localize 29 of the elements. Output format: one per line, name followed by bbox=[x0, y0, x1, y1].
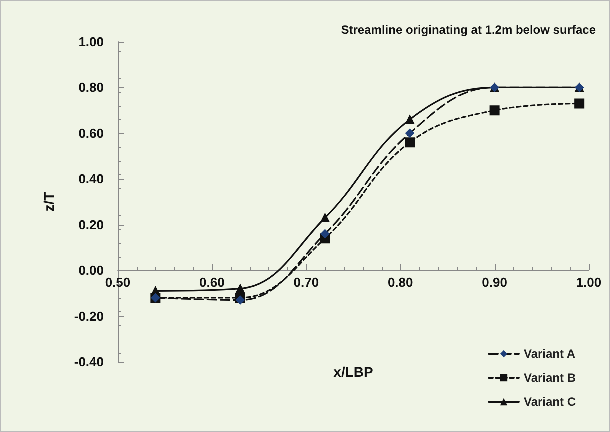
y-tick-label: 1.00 bbox=[78, 34, 104, 50]
x-axis-title: x/LBP bbox=[334, 364, 374, 380]
x-tick-label: 0.80 bbox=[388, 275, 414, 290]
y-tick-label: 0.60 bbox=[78, 126, 104, 141]
legend-label: Variant C bbox=[524, 395, 576, 409]
chart-title: Streamline originating at 1.2m below surface bbox=[341, 23, 596, 37]
x-tick-label: 0.50 bbox=[105, 275, 131, 290]
y-tick-label: 0.40 bbox=[78, 172, 104, 187]
point bbox=[320, 230, 330, 238]
point bbox=[406, 128, 415, 138]
y-tick-label: 0.20 bbox=[78, 217, 104, 232]
point bbox=[320, 214, 330, 222]
y-tick-label: 0.80 bbox=[78, 80, 104, 96]
legend-label: Variant A bbox=[524, 347, 576, 361]
y-tick-label: -0.20 bbox=[74, 308, 104, 324]
point bbox=[405, 138, 416, 148]
legend-label: Variant B bbox=[524, 371, 576, 385]
x-tick-label: 1.00 bbox=[576, 275, 602, 290]
x-tick-label: 0.60 bbox=[200, 275, 225, 290]
point bbox=[236, 284, 245, 294]
point bbox=[236, 296, 245, 305]
point bbox=[490, 106, 500, 116]
y-tick-label: -0.40 bbox=[74, 354, 104, 370]
y-tick-label: 0.00 bbox=[78, 263, 104, 278]
point bbox=[406, 115, 415, 124]
point bbox=[574, 98, 585, 109]
y-axis-title: z/T bbox=[41, 192, 57, 212]
x-tick-label: 0.90 bbox=[482, 275, 508, 290]
x-tick-label: 0.70 bbox=[294, 275, 320, 290]
